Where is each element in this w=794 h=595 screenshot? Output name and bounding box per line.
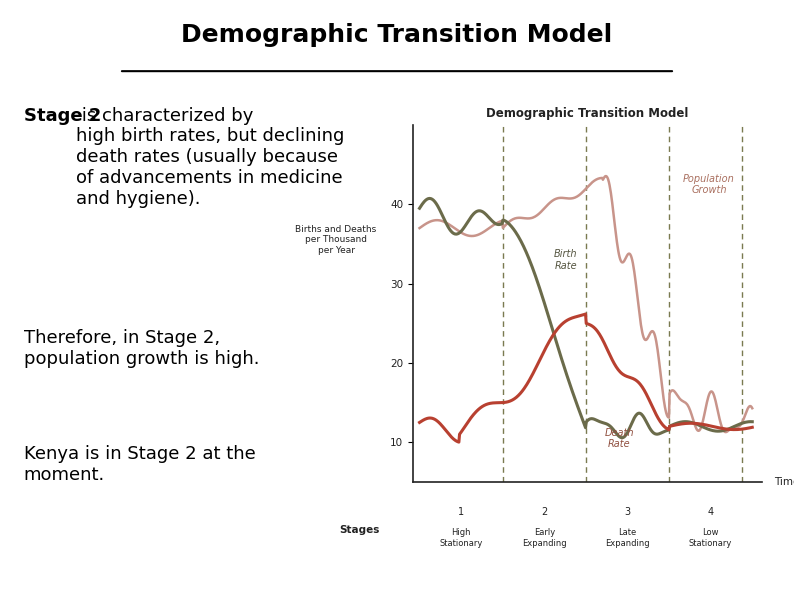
Text: 4: 4 (707, 507, 714, 517)
Text: Demographic Transition Model: Demographic Transition Model (181, 23, 613, 47)
Text: Death
Rate: Death Rate (604, 428, 634, 449)
Text: Stage 2: Stage 2 (24, 107, 101, 124)
Text: Population
Growth: Population Growth (683, 174, 735, 195)
Text: Kenya is in Stage 2 at the
moment.: Kenya is in Stage 2 at the moment. (24, 445, 256, 484)
Title: Demographic Transition Model: Demographic Transition Model (487, 107, 688, 120)
Text: 1: 1 (458, 507, 464, 517)
Text: Birth
Rate: Birth Rate (554, 249, 578, 271)
Text: Births and Deaths
per Thousand
per Year: Births and Deaths per Thousand per Year (295, 225, 376, 255)
Text: High
Stationary: High Stationary (439, 528, 483, 548)
Text: Therefore, in Stage 2,
population growth is high.: Therefore, in Stage 2, population growth… (24, 329, 260, 368)
Text: Time: Time (774, 477, 794, 487)
Text: Early
Expanding: Early Expanding (522, 528, 567, 548)
Text: 2: 2 (542, 507, 547, 517)
Text: Stages: Stages (340, 525, 380, 535)
Text: Late
Expanding: Late Expanding (605, 528, 649, 548)
Text: 3: 3 (624, 507, 630, 517)
Text: is characterized by
high birth rates, but declining
death rates (usually because: is characterized by high birth rates, bu… (75, 107, 344, 208)
Text: Low
Stationary: Low Stationary (689, 528, 732, 548)
